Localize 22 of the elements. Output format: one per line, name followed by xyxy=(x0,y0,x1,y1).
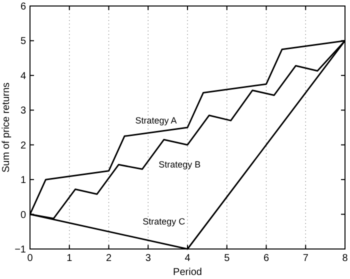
y-tick-label: 2 xyxy=(20,140,26,152)
y-tick-label: 0 xyxy=(20,210,26,221)
x-tick-label: 4 xyxy=(184,253,191,264)
series-label: Strategy B xyxy=(158,160,201,170)
x-tick-label: 2 xyxy=(106,253,112,264)
series-label: Strategy A xyxy=(135,115,177,126)
y-tick-label: 1 xyxy=(20,175,26,186)
y-tick-label: 6 xyxy=(20,2,26,12)
x-axis-title: Period xyxy=(173,267,202,278)
y-tick-label: −1 xyxy=(14,244,26,256)
x-tick-label: 8 xyxy=(342,253,348,264)
y-tick-label: 3 xyxy=(20,106,26,117)
x-tick-label: 0 xyxy=(27,253,34,264)
x-tick-label: 7 xyxy=(302,253,309,264)
y-axis-title: Sum of price returns xyxy=(1,82,12,173)
series-label: Strategy C xyxy=(142,216,186,226)
x-tick-label: 1 xyxy=(66,253,73,264)
y-tick-label: 5 xyxy=(20,36,26,48)
x-tick-label: 3 xyxy=(145,253,152,264)
x-tick-label: 6 xyxy=(263,253,270,264)
x-tick-label: 5 xyxy=(224,253,230,264)
y-tick-label: 4 xyxy=(20,70,26,82)
